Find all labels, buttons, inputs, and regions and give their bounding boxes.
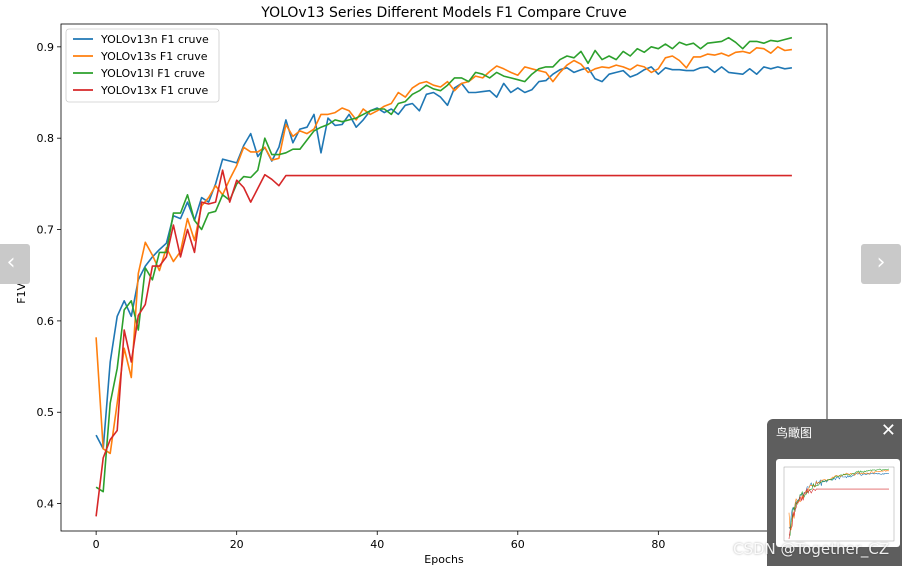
thumbnail-frame [783, 466, 895, 542]
y-tick-label: 0.4 [37, 498, 55, 511]
legend-label: YOLOv13n F1 cruve [100, 33, 209, 46]
chart-legend: YOLOv13n F1 cruve YOLOv13s F1 cruve YOLOv1… [65, 28, 220, 103]
x-axis-label: Epochs [424, 553, 464, 566]
thumbnail-series-line [788, 488, 889, 539]
x-tick-label: 60 [511, 538, 525, 551]
x-tick-label: 20 [230, 538, 244, 551]
y-tick-label: 0.8 [37, 132, 55, 145]
next-image-button[interactable]: › [861, 244, 901, 284]
y-tick-label: 0.7 [37, 224, 55, 237]
x-tick-label: 80 [651, 538, 665, 551]
legend-label: YOLOv13x F1 cruve [100, 84, 209, 97]
overview-panel: 鸟瞰图 ✕ [767, 419, 902, 566]
series-line-3 [95, 36, 793, 493]
y-tick-label: 0.9 [37, 41, 55, 54]
chevron-left-icon: ‹ [6, 250, 16, 275]
overview-thumbnail[interactable] [776, 459, 900, 547]
plot-area: 0 20 40 60 80 0.4 0.5 0.6 0.7 0.8 0.9 [37, 23, 828, 551]
watermark: CSDN @Together_CZ [733, 540, 890, 558]
thumbnail-series-line [788, 472, 890, 531]
thumbnail-series-line [788, 468, 890, 536]
y-tick-label: 0.6 [37, 315, 55, 328]
legend-label: YOLOv13l F1 cruve [100, 67, 205, 80]
x-tick-label: 0 [93, 538, 100, 551]
legend-label: YOLOv13s F1 cruve [100, 50, 208, 63]
thumbnail-series-line [788, 469, 890, 531]
overview-title: 鸟瞰图 [776, 426, 813, 440]
chart-title: YOLOv13 Series Different Models F1 Compa… [260, 5, 626, 21]
axes-frame [60, 23, 828, 532]
series-line-4 [95, 169, 792, 517]
series-line-2 [95, 45, 793, 455]
series-line-1 [95, 66, 793, 450]
close-icon[interactable]: ✕ [880, 420, 896, 441]
y-tick-label: 0.5 [37, 406, 55, 419]
chevron-right-icon: › [876, 250, 886, 275]
x-tick-label: 40 [370, 538, 384, 551]
previous-image-button[interactable]: ‹ [0, 244, 30, 284]
legend-box [65, 28, 220, 103]
